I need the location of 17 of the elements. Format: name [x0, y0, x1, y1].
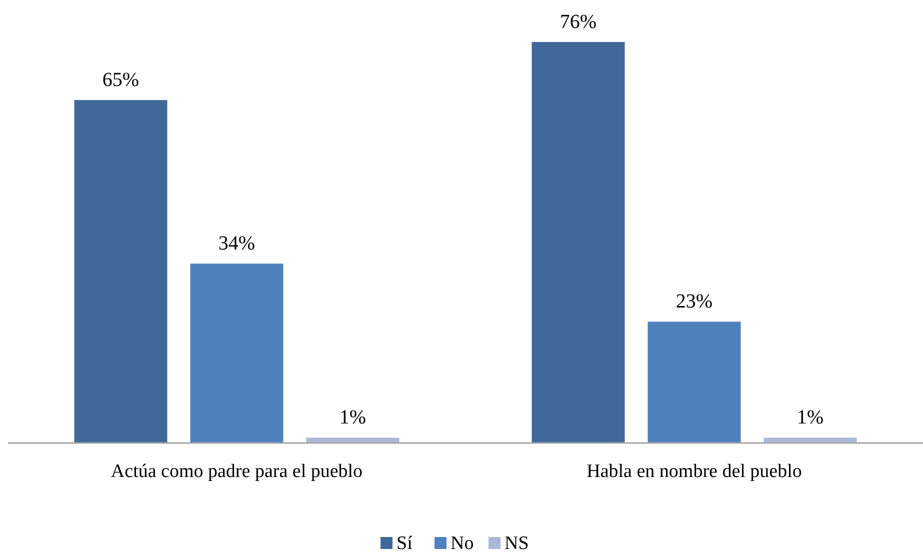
x-tick-label: Habla en nombre del pueblo — [586, 461, 802, 482]
legend-label: Sí — [396, 533, 414, 554]
data-label: 23% — [676, 290, 713, 313]
data-label: 65% — [102, 69, 140, 92]
data-label: 76% — [560, 11, 597, 33]
data-label: 1% — [796, 406, 824, 429]
data-label: 34% — [218, 232, 256, 255]
bar — [74, 100, 168, 443]
bar — [190, 264, 284, 443]
bar — [764, 438, 857, 443]
bar — [306, 438, 400, 443]
x-tick-label: Actúa como padre para el pueblo — [110, 461, 363, 482]
bar — [648, 322, 741, 443]
bar — [532, 42, 625, 443]
legend-label: NS — [504, 533, 529, 554]
data-label: 1% — [339, 406, 366, 429]
legend-label: No — [450, 533, 474, 554]
